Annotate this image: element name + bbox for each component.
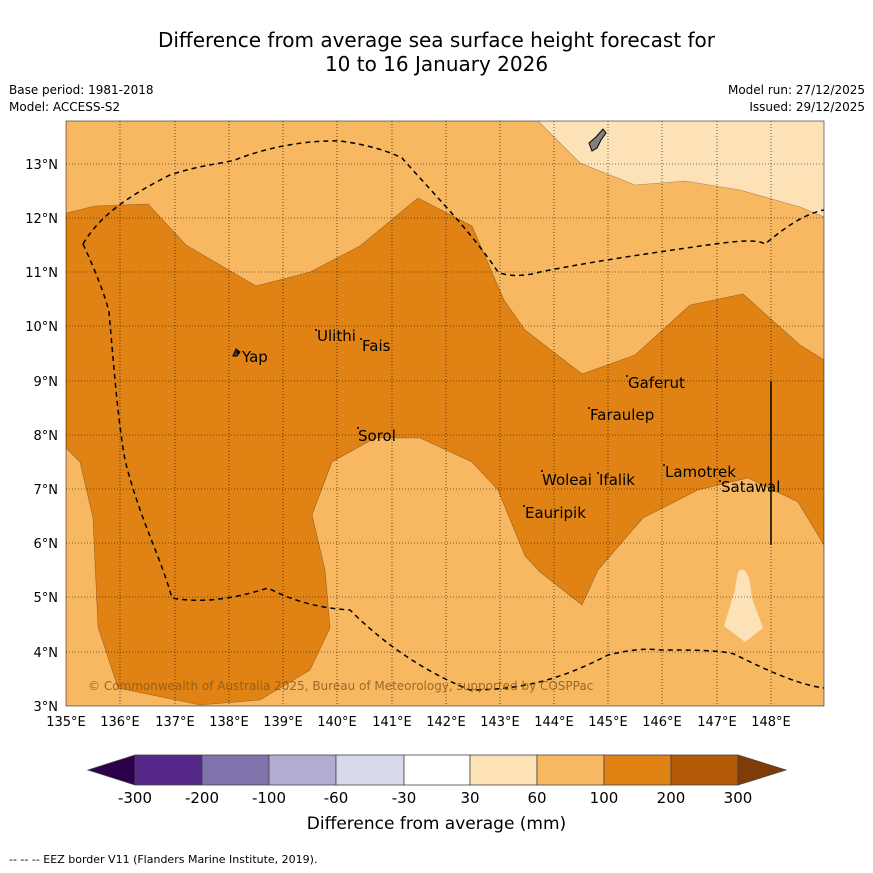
colorbar-segment — [670, 754, 739, 786]
lon-tick-label: 141°E — [372, 715, 412, 730]
place-lamotrek: Lamotrek — [665, 463, 736, 481]
model-label: Model: ACCESS-S2 — [9, 100, 121, 114]
lon-tick-label: 142°E — [426, 715, 466, 730]
lat-tick-label: 12°N — [25, 212, 58, 227]
colorbar-segment — [403, 754, 471, 786]
colorbar-tick-label: -300 — [117, 789, 153, 807]
island-guam — [588, 128, 607, 152]
colorbar-tick-label: -100 — [251, 789, 287, 807]
colorbar-segment — [134, 754, 203, 786]
map-fill-layer — [66, 121, 824, 706]
lon-tick-label: 146°E — [642, 715, 682, 730]
lon-tick-label: 148°E — [751, 715, 791, 730]
model-run-label: Model run: 27/12/2025 — [727, 83, 865, 97]
place-fais: Fais — [362, 337, 391, 355]
map-frame — [65, 120, 825, 707]
band-30-60-southeast — [724, 569, 763, 642]
colorbar-tick-label: -200 — [184, 789, 220, 807]
colorbar-tick-label: -30 — [391, 789, 417, 807]
lat-tick-label: 9°N — [34, 375, 59, 390]
colorbar-title: Difference from average (mm) — [306, 814, 567, 834]
lat-tick-label: 5°N — [34, 591, 59, 606]
lat-tick-label: 11°N — [25, 266, 58, 281]
place-gaferut: Gaferut — [628, 374, 685, 392]
colorbar-tick-label: -60 — [323, 789, 349, 807]
eez-border — [82, 140, 825, 691]
copyright-watermark: © Commonwealth of Australia 2025, Bureau… — [88, 679, 593, 693]
lon-tick-label: 136°E — [100, 715, 140, 730]
colorbar-segment — [603, 754, 672, 786]
place-eauripik: Eauripik — [525, 504, 586, 522]
colorbar-tick-label: 200 — [656, 789, 686, 807]
lon-tick-label: 143°E — [480, 715, 520, 730]
longitude-labels: 135°E 136°E 137°E 138°E 139°E 140°E 141°… — [46, 715, 791, 730]
lat-tick-label: 13°N — [25, 158, 58, 173]
lon-tick-label: 140°E — [317, 715, 357, 730]
contour-lines — [66, 121, 824, 706]
place-markers — [236, 329, 721, 507]
lon-tick-label: 135°E — [46, 715, 86, 730]
colorbar-extend-low — [86, 754, 136, 786]
graticule — [66, 121, 824, 706]
lon-tick-label: 144°E — [534, 715, 574, 730]
colorbar-segment — [268, 754, 337, 786]
colorbar-extend-high — [737, 754, 788, 786]
place-ulithi: Ulithi — [317, 327, 356, 345]
base-period-label: Base period: 1981-2018 — [9, 83, 154, 97]
lat-tick-label: 4°N — [34, 646, 59, 661]
lat-tick-label: 10°N — [25, 320, 58, 335]
lat-tick-label: 6°N — [34, 537, 59, 552]
lat-tick-label: 7°N — [34, 483, 59, 498]
colorbar-segment — [335, 754, 405, 786]
colorbar-segment — [201, 754, 270, 786]
colorbar-tick-label: 100 — [589, 789, 619, 807]
place-yap: Yap — [241, 348, 268, 366]
chart-title-line2: 10 to 16 January 2026 — [324, 52, 549, 76]
colorbar — [86, 754, 788, 786]
latitude-labels: 13°N 12°N 11°N 10°N 9°N 8°N 7°N 6°N 5°N … — [25, 158, 58, 715]
lon-tick-label: 139°E — [263, 715, 303, 730]
lon-tick-label: 138°E — [209, 715, 249, 730]
place-ifalik: Ifalik — [599, 471, 635, 489]
issued-label: Issued: 29/12/2025 — [749, 100, 865, 114]
chart-title-line1: Difference from average sea surface heig… — [157, 28, 716, 52]
place-faraulep: Faraulep — [590, 406, 654, 424]
lat-tick-label: 3°N — [34, 700, 59, 715]
band-100-200-main — [66, 198, 824, 705]
colorbar-segment — [469, 754, 538, 786]
band-30-60-northeast — [538, 121, 824, 217]
lat-tick-label: 8°N — [34, 429, 59, 444]
colorbar-segment — [536, 754, 605, 786]
place-satawal: Satawal — [721, 478, 780, 496]
colorbar-tick-label: 300 — [723, 789, 753, 807]
place-woleai: Woleai — [542, 471, 592, 489]
eez-legend-note: -- -- -- EEZ border V11 (Flanders Marine… — [9, 853, 318, 866]
lon-tick-label: 137°E — [155, 715, 195, 730]
lon-tick-label: 147°E — [697, 715, 737, 730]
lon-tick-label: 145°E — [588, 715, 628, 730]
colorbar-tick-label: 60 — [527, 789, 547, 807]
place-sorol: Sorol — [358, 427, 396, 445]
colorbar-tick-label: 30 — [460, 789, 480, 807]
